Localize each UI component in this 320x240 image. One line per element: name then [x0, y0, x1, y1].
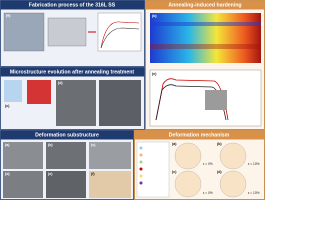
panel-label: (c)	[5, 104, 10, 108]
panel-label: (a)	[6, 13, 11, 17]
panel-label: (e)	[152, 72, 157, 76]
panel-label: (b)	[48, 143, 53, 147]
panel-label: (d)	[58, 81, 63, 85]
panel-title: Fabrication process of the 316L SS	[29, 3, 116, 9]
panel-label: (b)	[217, 142, 222, 146]
panel-label: (e)	[48, 172, 53, 176]
panel-label: (c)	[172, 170, 177, 174]
panel-label: (d)	[217, 170, 222, 174]
panel-fabrication: Fabrication process of the 316L SS (a)	[0, 0, 145, 67]
panel-label: (a)	[5, 143, 10, 147]
panel-substructure: Deformation substructure (a) (b) (c) (d)…	[0, 130, 134, 200]
panel-hardening: Annealing-induced hardening (b) (e)	[145, 0, 265, 130]
panel-title: Deformation mechanism	[169, 133, 230, 139]
panel-label: (b)	[152, 14, 157, 18]
panel-label: (a)	[172, 142, 177, 146]
strain-label: ε = 0%	[203, 162, 213, 166]
graphical-abstract: Fabrication process of the 316L SS (a) A…	[0, 0, 265, 200]
strain-label: ε = 0%	[203, 191, 213, 195]
panel-mechanism: Deformation mechanism (a) (b) (c) (d) ε …	[134, 130, 265, 200]
panel-label: (f)	[91, 172, 95, 176]
strain-label: ε = 10%	[248, 191, 260, 195]
panel-title: Annealing-induced hardening	[168, 3, 241, 9]
panel-label: (c)	[91, 143, 96, 147]
panel-title: Deformation substructure	[35, 133, 99, 139]
panel-title: Microstructure evolution after annealing…	[10, 70, 135, 76]
panel-microstructure: Microstructure evolution after annealing…	[0, 67, 145, 130]
panel-label: (d)	[5, 172, 10, 176]
strain-label: ε = 10%	[248, 162, 260, 166]
